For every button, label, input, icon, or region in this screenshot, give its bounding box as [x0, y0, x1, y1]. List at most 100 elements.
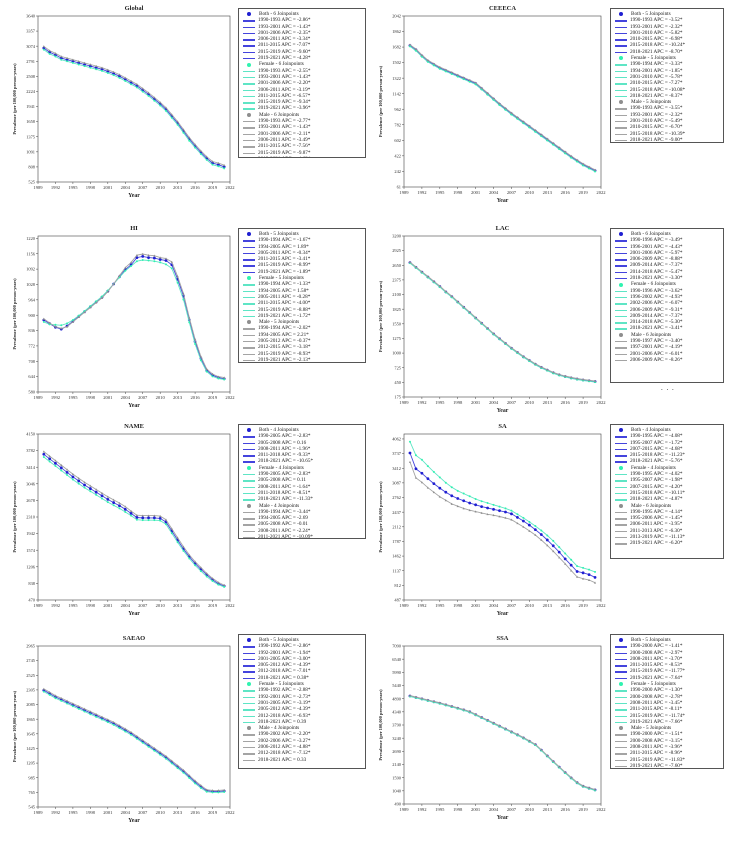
- data-point-male: [456, 504, 459, 508]
- data-point-male: [528, 529, 531, 532]
- legend-text: 2007-2015 APC = -4.68*: [630, 445, 683, 452]
- data-point-male: [540, 748, 543, 751]
- data-point-both: [480, 505, 484, 509]
- legend-entry: 2012-2018 APC = -7.01*: [242, 668, 362, 674]
- legend-text: Both - 4 Joinpoints: [631, 427, 671, 433]
- data-point-both: [135, 516, 139, 519]
- line-swatch-icon: [614, 30, 628, 36]
- data-point-female: [450, 73, 453, 76]
- line-swatch-icon: [242, 521, 256, 527]
- x-tick-label: 2013: [173, 185, 183, 190]
- legend-text: 2001-2010 APC = -5.78*: [630, 73, 683, 80]
- line-swatch-icon: [242, 744, 256, 750]
- data-point-female: [95, 68, 98, 71]
- data-point-female: [182, 771, 185, 774]
- data-point-male: [164, 106, 168, 109]
- line-swatch-icon: [242, 477, 256, 483]
- y-tick-label: 470: [28, 598, 35, 603]
- data-point-male: [534, 128, 537, 132]
- data-point-male: [492, 513, 495, 517]
- legend-text: 2015-2018 APC = -11.23*: [630, 452, 685, 459]
- data-point-both: [468, 501, 472, 505]
- legend-entry: 2005-2008 APC = 0.11: [242, 477, 362, 483]
- data-point-both: [444, 490, 448, 494]
- data-point-both: [438, 486, 442, 490]
- data-point-female: [54, 697, 57, 700]
- line-swatch-icon: [614, 757, 628, 763]
- data-point-male: [153, 746, 156, 750]
- legend-group-header: Male - 6 Joinpoints: [614, 332, 720, 338]
- data-point-male: [60, 463, 63, 467]
- data-point-male: [124, 266, 127, 269]
- y-tick-label: 5440: [392, 683, 402, 688]
- data-point-male: [510, 346, 513, 349]
- legend-entry: 2012-2015 APC = -3.18*: [242, 344, 362, 350]
- data-point-both: [539, 533, 543, 536]
- data-point-male: [164, 754, 168, 758]
- data-point-female: [188, 139, 191, 142]
- marker-icon: [614, 332, 628, 338]
- data-point-male: [205, 155, 208, 158]
- data-point-female: [77, 482, 80, 485]
- legend-entry: 2019-2021 APC = -4.28*: [242, 55, 362, 61]
- data-point-both: [59, 466, 63, 470]
- line-swatch-icon: [242, 656, 256, 662]
- legend-text: 1997-2001 APC = -4.19*: [630, 344, 683, 351]
- legend-entry: 2015-2018 APC = -10.08*: [614, 87, 720, 93]
- legend-text: 2018-2021 APC = 0.38*: [258, 674, 309, 681]
- data-point-female: [546, 139, 549, 142]
- legend-entry: 2001-2010 APC = -5.82*: [614, 30, 720, 36]
- marker-icon: [242, 319, 256, 325]
- legend-text: 2019-2021 APC = -3.96*: [258, 105, 311, 112]
- chart-title: SSA: [497, 635, 509, 642]
- x-tick-label: 2004: [121, 603, 131, 608]
- line-swatch-icon: [614, 694, 628, 700]
- data-point-both: [545, 538, 549, 542]
- data-point-male: [587, 786, 591, 789]
- legend-text: 2001-2006 APC = -2.20*: [258, 80, 311, 87]
- legend-entry: 2018-2021 APC = -8.70*: [614, 49, 720, 55]
- data-point-female: [159, 104, 162, 107]
- data-point-female: [106, 721, 109, 724]
- data-point-male: [540, 365, 543, 368]
- data-point-female: [498, 505, 501, 508]
- data-point-male: [188, 136, 191, 139]
- y-tick-label: 450: [394, 380, 401, 385]
- plot-frame: [403, 15, 602, 188]
- data-point-male: [498, 515, 501, 518]
- legend: Both - 4 Joinpoints 1990-2005 APC = -2.83…: [238, 424, 366, 539]
- legend-entry: 2019-2021 APC = -1.72*: [242, 313, 362, 319]
- data-point-female: [89, 66, 92, 69]
- legend-entry: 2015-2019 APC = -11.83*: [614, 757, 720, 763]
- line-swatch-icon: [614, 496, 628, 502]
- data-point-male: [182, 545, 185, 548]
- legend-text: 1993-2001 APC = -1.43*: [258, 73, 311, 80]
- legend-text: 1993-2001 APC = -2.32*: [630, 111, 683, 118]
- data-point-male: [432, 62, 435, 65]
- data-point-female: [444, 481, 447, 484]
- legend-text: Male - 6 Joinpoints: [631, 502, 672, 509]
- data-point-female: [130, 265, 133, 267]
- legend-entry: 1996-2001 APC = -4.43*: [614, 244, 720, 250]
- marker-icon: [614, 11, 628, 17]
- data-point-female: [130, 514, 133, 517]
- x-tick-label: 2022: [225, 603, 235, 608]
- data-point-male: [462, 305, 465, 308]
- legend-entry: 2014-2018 APC = -5.47*: [614, 269, 720, 275]
- data-point-female: [147, 519, 150, 522]
- data-point-female: [124, 269, 127, 272]
- data-point-both: [71, 475, 75, 479]
- legend-entry: 2019-2021 APC = -1.89*: [242, 269, 362, 275]
- y-tick-label: 545: [28, 805, 35, 810]
- legend-entry: 1990-2000 APC = -1.51*: [614, 731, 720, 737]
- data-point-male: [65, 699, 69, 702]
- data-point-both: [77, 479, 81, 483]
- data-point-female: [153, 260, 156, 263]
- legend-entry: 1994-2005 APC = 2.21*: [242, 332, 362, 338]
- legend-text: 1990-1994 APC = -2.02*: [258, 325, 311, 332]
- data-point-male: [135, 83, 139, 86]
- data-point-female: [528, 126, 531, 129]
- data-point-female: [199, 153, 202, 156]
- data-point-male: [199, 149, 203, 152]
- data-point-female: [170, 762, 173, 765]
